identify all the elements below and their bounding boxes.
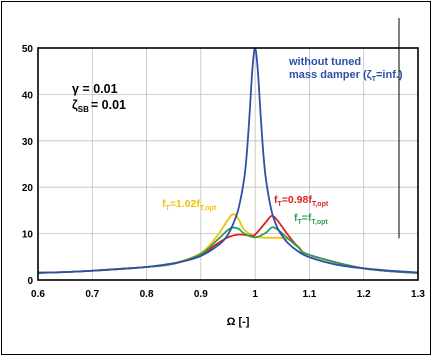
label-without-tmd-line1: without tuned xyxy=(288,56,361,68)
label-f102-sub1: T xyxy=(166,205,171,212)
label-without-tmd-sub: T xyxy=(372,76,377,83)
y-tick-label: 10 xyxy=(22,230,34,241)
y-tick-label: 40 xyxy=(22,90,34,101)
label-f102: fT=1.02fT,opt xyxy=(162,198,217,212)
chart-frame xyxy=(1,1,431,355)
y-tick-label: 20 xyxy=(22,183,34,194)
x-tick-label: 1.3 xyxy=(411,289,425,300)
x-tick-label: 1.2 xyxy=(357,289,371,300)
label-f098-sub1: T xyxy=(278,201,283,208)
tick-labels: 0.6 0.7 0.8 0.9 1 1.1 1.2 1.3 0 10 20 30 40 50 xyxy=(22,44,426,300)
label-f102-sub2: T,opt xyxy=(200,205,217,212)
x-tick-label: 0.7 xyxy=(85,289,99,300)
series-line-f098 xyxy=(37,214,419,274)
plot-area xyxy=(37,47,419,281)
zeta-value: = 0.01 xyxy=(91,98,126,112)
series-group xyxy=(37,47,419,274)
label-f098-mid: =0.98f xyxy=(282,194,313,206)
label-fopt: fT=fT,opt xyxy=(294,212,328,226)
label-fopt-sub1: T xyxy=(298,219,303,226)
label-f098-main: f xyxy=(274,194,278,206)
x-axis-label: Ω [-] xyxy=(227,316,250,328)
label-fopt-main: f xyxy=(294,212,298,224)
x-tick-label: 1 xyxy=(252,289,258,300)
label-f098: fT=0.98fT,opt xyxy=(274,194,329,208)
gamma-param: γ = 0.01 xyxy=(72,82,118,96)
x-tick-label: 0.6 xyxy=(31,289,45,300)
zeta-param: ζSB = 0.01 xyxy=(72,98,126,114)
label-f098-sub2: T,opt xyxy=(312,201,329,208)
label-without-tmd-line2: mass damper (ζT=inf.) xyxy=(289,69,403,83)
y-tick-label: 0 xyxy=(27,276,33,287)
x-tick-label: 1.1 xyxy=(302,289,316,300)
zeta-subscript: SB xyxy=(78,105,89,114)
series-line-without_tmd xyxy=(37,47,419,274)
x-tick-label: 0.8 xyxy=(140,289,154,300)
label-fopt-sub2: T,opt xyxy=(311,219,328,226)
zeta-symbol: ζ xyxy=(72,98,78,112)
label-f102-mid: =1.02f xyxy=(170,198,201,210)
label-without-tmd-end: =inf.) xyxy=(376,69,403,81)
series-line-f102 xyxy=(37,213,419,274)
label-fopt-mid: =f xyxy=(302,212,312,224)
x-tick-label: 0.9 xyxy=(194,289,208,300)
y-tick-label: 50 xyxy=(22,44,34,55)
label-f102-main: f xyxy=(162,198,166,210)
y-tick-label: 30 xyxy=(22,137,34,148)
label-without-tmd-main: mass damper (ζ xyxy=(289,69,372,81)
